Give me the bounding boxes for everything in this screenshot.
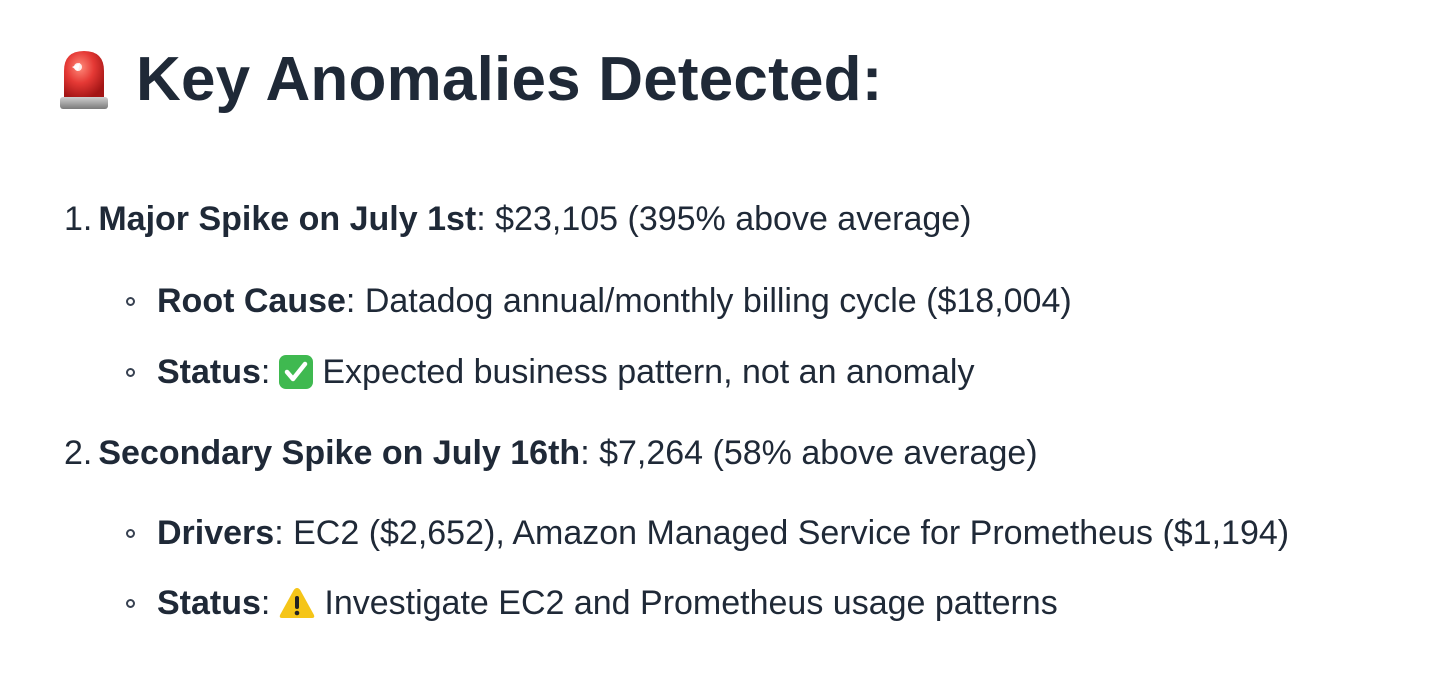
bullet-icon [126, 528, 135, 538]
sub-label: Root Cause [157, 282, 346, 320]
anomaly-title: Secondary Spike on July 16th [98, 434, 581, 472]
sub-separator: : [345, 282, 356, 320]
bullet-icon [126, 296, 135, 306]
list-item: 1. Major Spike on July 1st: $23,105 (395%… [64, 202, 972, 236]
sub-list-item: Drivers: EC2 ($2,652), Amazon Managed Se… [126, 516, 1289, 550]
bullet-icon [126, 367, 135, 377]
sub-list-item: Status: Expected business pattern, not a… [126, 354, 974, 390]
anomaly-detail: : $23,105 (395% above average) [476, 200, 972, 238]
sub-label: Status [157, 584, 261, 622]
list-number: 2. [64, 434, 93, 472]
sub-separator: : [260, 353, 271, 391]
section-heading: Key Anomalies Detected: [58, 40, 883, 120]
sub-text: Datadog annual/monthly billing cycle ($1… [355, 282, 1072, 320]
list-number: 1. [64, 200, 93, 238]
sub-text: EC2 ($2,652), Amazon Managed Service for… [283, 514, 1290, 552]
sub-separator: : [274, 514, 284, 552]
sub-list-item: Status: Investigate EC2 and Prometheus u… [126, 586, 1058, 620]
page-title: Key Anomalies Detected: [136, 45, 883, 114]
anomaly-title: Major Spike on July 1st [98, 200, 477, 238]
bullet-icon [126, 598, 135, 608]
list-item: 2. Secondary Spike on July 16th: $7,264 (… [64, 436, 1038, 470]
sub-label: Status [157, 353, 261, 391]
sub-text: Expected business pattern, not an anomal… [322, 353, 975, 391]
sub-list-item: Root Cause: Datadog annual/monthly billi… [126, 284, 1072, 318]
sub-separator: : [260, 584, 271, 622]
anomaly-detail: : $7,264 (58% above average) [580, 434, 1038, 472]
check-mark-icon [279, 355, 314, 389]
sub-text: Investigate EC2 and Prometheus usage pat… [324, 584, 1058, 622]
sub-label: Drivers [157, 514, 275, 552]
siren-icon [60, 51, 108, 109]
warning-icon [280, 588, 315, 618]
